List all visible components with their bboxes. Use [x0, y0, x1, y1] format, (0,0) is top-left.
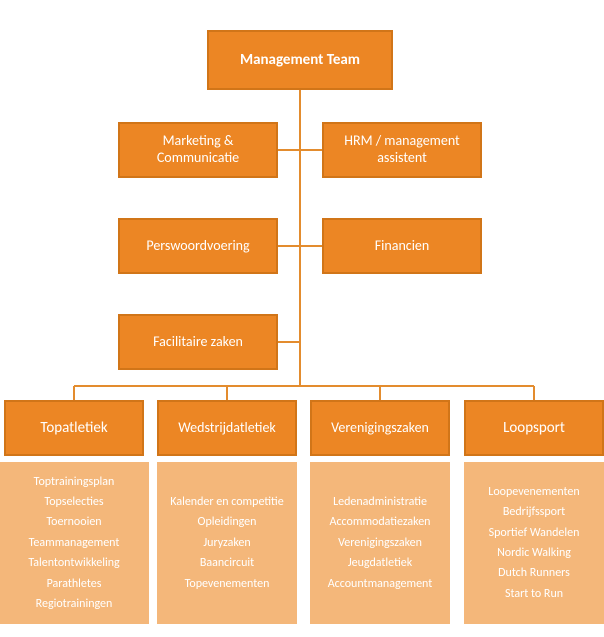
dept-2-item-1: Accommodatiezaken	[330, 515, 431, 529]
dept-2-item-0: Ledenadministratie	[333, 495, 427, 509]
node-dept-1-items: Kalender en competitie Opleidingen Juryzak…	[157, 462, 297, 624]
node-dept-2-items: Ledenadministratie Accommodatiezaken Veren…	[310, 462, 450, 624]
dept-0-item-5: Parathletes	[47, 577, 102, 591]
dept-1-item-4: Topevenementen	[185, 577, 270, 591]
dept-3-item-1: Bedrijfssport	[503, 505, 565, 519]
dept-1-item-2: Juryzaken	[203, 536, 250, 550]
node-dept-0: Topatletiek	[4, 400, 144, 456]
connector	[73, 386, 75, 400]
node-dept-0-items: Toptrainingsplan Topselecties Toernooien Te…	[0, 462, 149, 624]
dept-2-item-2: Verenigingszaken	[338, 536, 422, 550]
dept-3-item-0: Loopevenementen	[488, 485, 579, 499]
dept-0-item-1: Topselecties	[44, 495, 103, 509]
node-dept-3: Loopsport	[464, 400, 604, 456]
connector	[379, 386, 381, 400]
dept-1-item-0: Kalender en competitie	[170, 495, 283, 509]
node-staff-0: Marketing & Communicatie	[118, 122, 278, 178]
node-dept-3-items: Loopevenementen Bedrijfssport Sportief Wan…	[464, 462, 604, 624]
dept-0-item-6: Regiotrainingen	[36, 597, 113, 611]
dept-1-item-3: Baancircuit	[200, 556, 254, 570]
connector	[278, 245, 300, 247]
dept-3-item-4: Dutch Runners	[498, 566, 570, 580]
node-dept-2: Verenigingszaken	[310, 400, 450, 456]
dept-3-item-5: Start to Run	[505, 587, 563, 601]
dept-2-item-4: Accountmanagement	[328, 577, 433, 591]
dept-2-item-3: Jeugdatletiek	[348, 556, 412, 570]
dept-0-item-0: Toptrainingsplan	[34, 475, 115, 489]
dept-1-item-1: Opleidingen	[198, 515, 257, 529]
connector	[74, 385, 534, 387]
dept-3-item-3: Nordic Walking	[497, 546, 571, 560]
connector	[300, 245, 322, 247]
connector	[278, 341, 300, 343]
connector	[278, 149, 300, 151]
node-dept-1: Wedstrijdatletiek	[157, 400, 297, 456]
dept-0-item-3: Teammanagement	[29, 536, 120, 550]
dept-0-item-4: Talentontwikkeling	[28, 556, 119, 570]
dept-0-item-2: Toernooien	[46, 515, 101, 529]
dept-3-item-2: Sportief Wandelen	[489, 526, 580, 540]
node-staff-3: Financien	[322, 218, 482, 274]
node-management-team: Management Team	[207, 30, 393, 90]
node-staff-4: Facilitaire zaken	[118, 314, 278, 370]
node-staff-1: HRM / management assistent	[322, 122, 482, 178]
org-chart: Management Team Marketing & Communicatie H…	[0, 0, 604, 637]
connector	[300, 149, 322, 151]
node-staff-2: Perswoordvoering	[118, 218, 278, 274]
connector	[226, 386, 228, 400]
connector	[533, 386, 535, 400]
